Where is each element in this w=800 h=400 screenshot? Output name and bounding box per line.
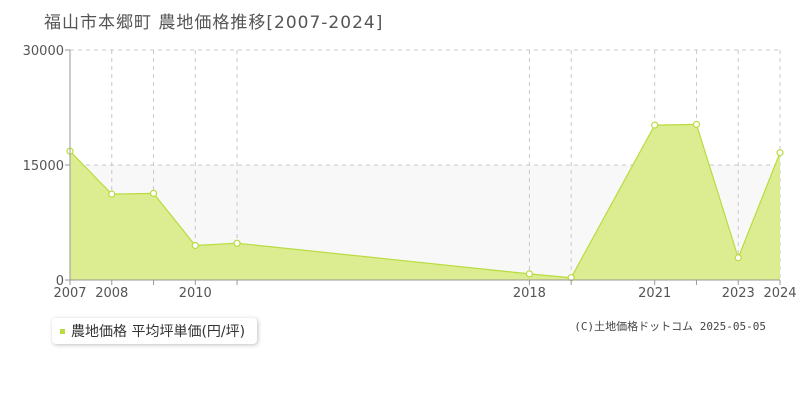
data-point <box>525 270 534 278</box>
x-tick-label: 2024 <box>763 286 796 301</box>
x-tick-label: 2010 <box>179 286 212 301</box>
y-tick-label: 0 <box>56 274 64 289</box>
data-point <box>651 121 659 129</box>
x-tick-label: 2007 <box>53 286 86 301</box>
x-tick-label: 2021 <box>638 286 671 301</box>
data-point <box>149 189 158 197</box>
data-point <box>734 254 742 262</box>
data-point <box>776 149 784 157</box>
x-tick-label: 2023 <box>722 286 755 301</box>
legend-label: 農地価格 平均坪単価(円/坪) <box>71 324 246 340</box>
x-tick-label: 2018 <box>513 286 546 301</box>
data-point <box>233 239 241 247</box>
area-fill <box>70 124 780 280</box>
legend: 農地価格 平均坪単価(円/坪) <box>52 318 258 344</box>
legend-swatch <box>60 328 65 334</box>
y-tick-labels: 0 15000 30000 <box>23 44 64 289</box>
data-points <box>66 120 784 282</box>
data-point <box>108 190 116 198</box>
data-point <box>191 241 199 250</box>
x-tick-label: 2008 <box>95 286 128 301</box>
chart-title: 福山市本郷町 農地価格推移[2007-2024] <box>44 13 384 33</box>
axes <box>65 49 781 285</box>
y-tick-label: 30000 <box>23 44 64 59</box>
data-point <box>692 120 701 128</box>
copyright: (C)土地価格ドットコム 2025-05-05 <box>574 320 766 333</box>
y-tick-label: 15000 <box>23 159 64 174</box>
x-tick-labels: 2007 2008 2010 2018 2021 2023 2024 <box>53 286 796 301</box>
